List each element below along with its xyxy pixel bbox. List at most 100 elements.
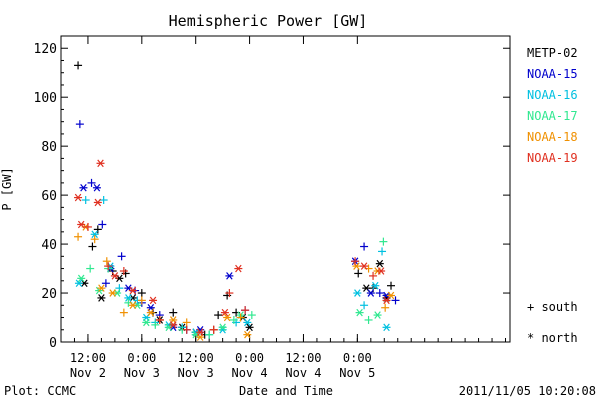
- plot-frame: [60, 35, 511, 343]
- data-point-south: [81, 196, 90, 205]
- star-stroke: [383, 296, 390, 305]
- data-point-north: [92, 183, 101, 192]
- legend-entry: NOAA-19: [527, 151, 578, 165]
- x-tick-label-time: 12:00: [178, 351, 214, 365]
- data-point-north: [96, 159, 105, 168]
- star-stroke: [77, 274, 85, 283]
- data-point-north: [74, 193, 83, 202]
- data-point-south: [225, 289, 234, 298]
- star-stroke: [80, 183, 87, 192]
- star-stroke: [147, 308, 155, 317]
- x-tick-label-date: Nov 2: [70, 366, 106, 380]
- data-point-south: [98, 220, 107, 229]
- star-stroke: [376, 259, 384, 268]
- data-point-south: [241, 306, 250, 315]
- x-tick-label-date: Nov 4: [232, 366, 268, 380]
- data-point-south: [93, 225, 102, 234]
- data-point-south: [379, 237, 388, 246]
- legend-entry: NOAA-16: [527, 88, 578, 102]
- data-point-north: [77, 274, 86, 283]
- data-point-north: [218, 323, 227, 332]
- data-point-south: [137, 296, 146, 305]
- star-stroke: [109, 289, 116, 297]
- x-tick-label-time: 0:00: [127, 351, 156, 365]
- data-point-south: [104, 262, 113, 271]
- y-tick-label: 100: [34, 91, 57, 106]
- data-point-south: [369, 271, 378, 280]
- star-stroke: [129, 301, 137, 310]
- data-point-north: [375, 259, 384, 268]
- data-point-north: [382, 323, 391, 332]
- star-stroke: [196, 328, 204, 336]
- data-point-south: [360, 301, 369, 310]
- data-point-south: [102, 257, 111, 266]
- star-stroke: [74, 193, 82, 202]
- x-tick-label-date: Nov 5: [339, 366, 375, 380]
- data-point-south: [83, 222, 92, 231]
- star-stroke: [94, 198, 102, 207]
- data-point-north: [108, 289, 117, 297]
- data-point-south: [236, 313, 245, 322]
- data-point-south: [205, 330, 214, 339]
- y-axis-label: P [GW]: [0, 167, 14, 210]
- legend-south-symbol: + south: [527, 300, 578, 314]
- x-tick-label-time: 12:00: [285, 351, 321, 365]
- star-stroke: [356, 308, 363, 317]
- y-tick-label: 80: [41, 140, 57, 155]
- data-point-north: [225, 272, 234, 280]
- data-point-north: [169, 321, 178, 329]
- data-point-north: [223, 313, 232, 322]
- data-point-south: [137, 289, 146, 298]
- star-stroke: [246, 323, 253, 332]
- data-point-north: [243, 318, 252, 327]
- data-point-north: [245, 323, 254, 332]
- data-point-north: [74, 279, 83, 288]
- data-point-south: [214, 311, 223, 320]
- y-tick-label: 60: [41, 189, 57, 204]
- y-tick-label: 0: [49, 336, 57, 351]
- star-stroke: [367, 289, 375, 297]
- data-point-south: [75, 120, 84, 129]
- data-point-north: [377, 267, 386, 275]
- data-point-north: [77, 220, 86, 229]
- data-point-north: [353, 289, 362, 297]
- chart-title: Hemispheric Power [GW]: [169, 12, 368, 30]
- data-points: [74, 61, 400, 341]
- star-stroke: [149, 296, 157, 305]
- legend-entry: NOAA-18: [527, 130, 578, 144]
- star-stroke: [97, 159, 104, 168]
- data-point-south: [86, 264, 95, 273]
- x-tick-label-time: 0:00: [235, 351, 264, 365]
- data-point-south: [354, 269, 363, 278]
- data-point-north: [124, 294, 133, 302]
- data-point-north: [196, 328, 205, 336]
- data-point-south: [117, 252, 126, 261]
- star-stroke: [353, 262, 360, 270]
- star-stroke: [169, 321, 177, 329]
- legend-entry: NOAA-15: [527, 67, 578, 81]
- x-tick-label-date: Nov 4: [285, 366, 321, 380]
- x-tick-label-date: Nov 3: [124, 366, 160, 380]
- data-point-south: [74, 61, 83, 70]
- data-point-south: [182, 325, 191, 334]
- data-point-south: [364, 315, 373, 324]
- star-stroke: [244, 330, 251, 339]
- star-stroke: [93, 183, 101, 192]
- data-point-north: [128, 301, 137, 310]
- star-stroke: [125, 294, 132, 302]
- data-point-north: [128, 286, 137, 295]
- x-tick-label-date: Nov 3: [178, 366, 214, 380]
- data-point-south: [182, 318, 191, 327]
- star-stroke: [377, 267, 385, 275]
- data-point-north: [79, 183, 88, 192]
- star-stroke: [221, 308, 229, 317]
- data-point-north: [366, 289, 375, 297]
- data-point-south: [351, 257, 360, 266]
- legend-entry: METP-02: [527, 46, 578, 60]
- y-tick-label: 20: [41, 287, 57, 302]
- data-point-south: [119, 267, 128, 276]
- y-tick-label: 120: [34, 42, 57, 57]
- star-stroke: [374, 311, 381, 319]
- star-stroke: [226, 272, 233, 280]
